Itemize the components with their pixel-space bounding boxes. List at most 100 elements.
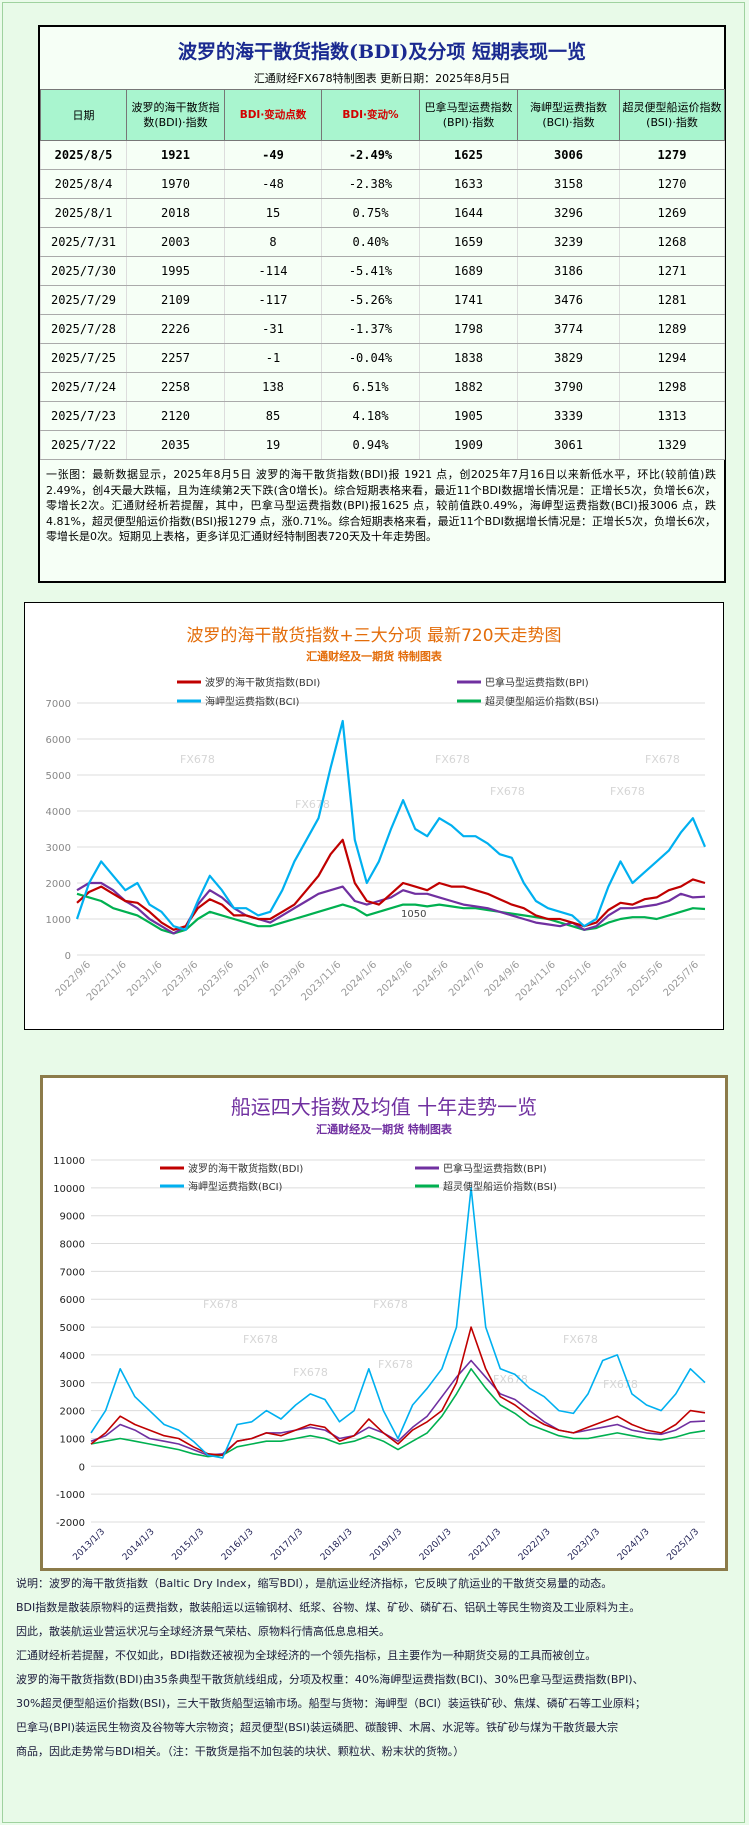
table-cell: 3339 bbox=[517, 401, 620, 431]
watermark: FX678 bbox=[180, 753, 215, 766]
series-line bbox=[75, 719, 707, 931]
table-cell: 2025/7/29 bbox=[40, 285, 127, 315]
y-tick-label: 5000 bbox=[46, 771, 71, 782]
table-cell: 1298 bbox=[619, 372, 725, 402]
table-cell: 2025/7/23 bbox=[40, 401, 127, 431]
x-tick-label: 2023/3/6 bbox=[161, 959, 201, 999]
table-cell: 2109 bbox=[126, 285, 225, 315]
x-tick-label: 2018/1/3 bbox=[319, 1527, 355, 1563]
table-row: 2025/7/29 2109 -117 -5.26% 1741 3476 1281 bbox=[40, 285, 725, 315]
table-cell: 1329 bbox=[619, 430, 725, 460]
table-cell: 1269 bbox=[619, 198, 725, 228]
table-cell: 19 bbox=[224, 430, 322, 460]
description-line: BDI指数是散装原物料的运费指数，散装船运以运输钢材、纸浆、谷物、煤、矿砂、磷矿… bbox=[16, 1601, 641, 1614]
table-cell: 1644 bbox=[419, 198, 518, 228]
watermark: FX678 bbox=[203, 1298, 238, 1311]
series-line bbox=[90, 1368, 706, 1458]
table-cell: 3829 bbox=[517, 343, 620, 373]
table-cell: 2003 bbox=[126, 227, 225, 257]
table-row: 2025/7/31 2003 8 0.40% 1659 3239 1268 bbox=[40, 227, 725, 257]
y-tick-label: 8000 bbox=[60, 1240, 85, 1251]
table-cell: 1921 bbox=[126, 140, 225, 170]
y-tick-label: 1000 bbox=[46, 915, 71, 926]
y-tick-label: 6000 bbox=[46, 735, 71, 746]
y-tick-label: 4000 bbox=[60, 1351, 85, 1362]
table-cell: 2035 bbox=[126, 430, 225, 460]
x-tick-label: 2015/1/3 bbox=[170, 1527, 206, 1563]
x-tick-label: 2023/1/3 bbox=[566, 1527, 602, 1563]
series-line bbox=[90, 1187, 706, 1459]
table-cell: -2.49% bbox=[321, 140, 420, 170]
column-header: 海岬型运费指数(BCI)·指数 bbox=[517, 89, 620, 141]
x-tick-label: 2025/1/6 bbox=[554, 959, 594, 999]
table-row: 2025/7/23 2120 85 4.18% 1905 3339 1313 bbox=[40, 401, 725, 431]
table-cell: 3774 bbox=[517, 314, 620, 344]
table-cell: 2025/8/1 bbox=[40, 198, 127, 228]
x-tick-label: 2024/1/6 bbox=[340, 959, 380, 999]
x-tick-label: 2023/7/6 bbox=[232, 959, 272, 999]
table-cell: 2025/8/5 bbox=[40, 140, 127, 170]
table-cell: 1995 bbox=[126, 256, 225, 286]
chart-title: 波罗的海干散货指数+三大分项 最新720天走势图 bbox=[186, 626, 561, 646]
table-cell: 2025/7/22 bbox=[40, 430, 127, 460]
legend-label: 超灵便型船运价指数(BSI) bbox=[443, 1180, 557, 1193]
legend-label: 海岬型运费指数(BCI) bbox=[205, 695, 300, 708]
watermark: FX678 bbox=[435, 753, 470, 766]
watermark: FX678 bbox=[563, 1333, 598, 1346]
table-cell: -49 bbox=[224, 140, 322, 170]
table-header-row: 日期 波罗的海干散货指数(BDI)·指数 BDI·变动点数 BDI·变动% 巴拿… bbox=[40, 89, 725, 141]
legend-label: 海岬型运费指数(BCI) bbox=[188, 1180, 283, 1193]
y-tick-label: 2000 bbox=[60, 1407, 85, 1418]
table-cell: 2025/8/4 bbox=[40, 169, 127, 199]
legend-label: 波罗的海干散货指数(BDI) bbox=[205, 676, 320, 689]
table-row: 2025/7/24 2258 138 6.51% 1882 3790 1298 bbox=[40, 372, 725, 402]
x-tick-label: 2014/1/3 bbox=[121, 1527, 157, 1563]
legend-label: 波罗的海干散货指数(BDI) bbox=[188, 1162, 303, 1175]
table-cell: -0.04% bbox=[321, 343, 420, 373]
table-cell: 1909 bbox=[419, 430, 518, 460]
legend-label: 巴拿马型运费指数(BPI) bbox=[485, 676, 589, 689]
watermark: FX678 bbox=[293, 1366, 328, 1379]
table-cell: 1625 bbox=[419, 140, 518, 170]
table-cell: -117 bbox=[224, 285, 322, 315]
table-row: 2025/7/30 1995 -114 -5.41% 1689 3186 1271 bbox=[40, 256, 725, 286]
table-cell: 1905 bbox=[419, 401, 518, 431]
x-tick-label: 2025/5/6 bbox=[626, 959, 666, 999]
y-tick-label: 3000 bbox=[46, 843, 71, 854]
watermark: FX678 bbox=[373, 1298, 408, 1311]
table-cell: 1271 bbox=[619, 256, 725, 286]
series-line bbox=[76, 838, 706, 931]
table-cell: 1741 bbox=[419, 285, 518, 315]
table-cell: 1633 bbox=[419, 169, 518, 199]
table-cell: 2258 bbox=[126, 372, 225, 402]
x-tick-label: 2024/1/3 bbox=[616, 1527, 652, 1563]
table-cell: 0.94% bbox=[321, 430, 420, 460]
description-line: 汇通财经析若提醒，不仅如此，BDI指数还被视为全球经济的一个领先指标，且主要作为… bbox=[16, 1649, 597, 1662]
table-cell: 1268 bbox=[619, 227, 725, 257]
table-cell: -5.26% bbox=[321, 285, 420, 315]
page-title: 波罗的海干散货指数(BDI)及分项 短期表现一览 bbox=[177, 41, 587, 63]
table-cell: 3186 bbox=[517, 256, 620, 286]
x-tick-label: 2025/7/6 bbox=[662, 959, 702, 999]
table-cell: 3239 bbox=[517, 227, 620, 257]
x-tick-label: 2017/1/3 bbox=[269, 1527, 305, 1563]
table-cell: 1882 bbox=[419, 372, 518, 402]
table-cell: 6.51% bbox=[321, 372, 420, 402]
legend-label: 巴拿马型运费指数(BPI) bbox=[443, 1162, 547, 1175]
x-tick-label: 2025/3/6 bbox=[590, 959, 630, 999]
table-cell: 1689 bbox=[419, 256, 518, 286]
page-subtitle: 汇通财经FX678特制图表 更新日期：2025年8月5日 bbox=[253, 72, 511, 85]
x-tick-label: 2024/5/6 bbox=[411, 959, 451, 999]
table-cell: 1270 bbox=[619, 169, 725, 199]
table-cell: 85 bbox=[224, 401, 322, 431]
table-cell: 3158 bbox=[517, 169, 620, 199]
table-row: 2025/7/28 2226 -31 -1.37% 1798 3774 1289 bbox=[40, 314, 725, 344]
table-cell: 2025/7/24 bbox=[40, 372, 127, 402]
table-body: 2025/8/5 1921 -49 -2.49% 1625 3006 1279 2025/8/… bbox=[40, 140, 725, 460]
table-cell: 2018 bbox=[126, 198, 225, 228]
table-cell: 1970 bbox=[126, 169, 225, 199]
table-cell: 3790 bbox=[517, 372, 620, 402]
table-cell: 3061 bbox=[517, 430, 620, 460]
x-tick-label: 2019/1/3 bbox=[368, 1527, 404, 1563]
y-tick-label: 7000 bbox=[60, 1267, 85, 1278]
